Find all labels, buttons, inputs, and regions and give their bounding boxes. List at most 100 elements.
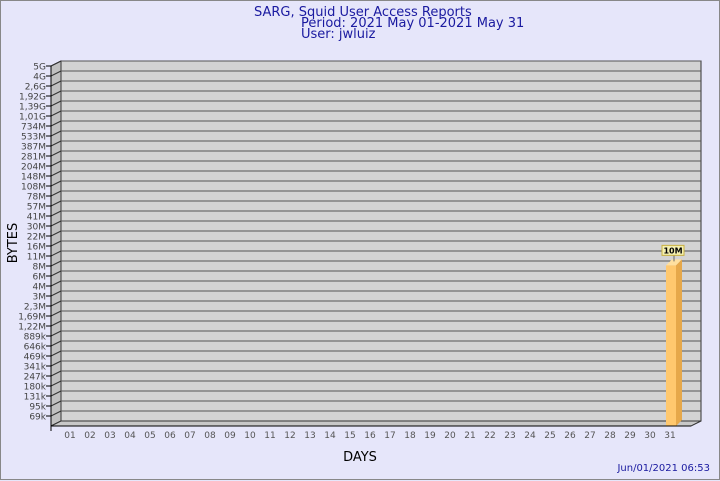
y-tick-label: 2,3M xyxy=(24,303,46,313)
y-tick-label: 131k xyxy=(24,393,47,403)
y-tick-label: 1,39G xyxy=(19,103,46,113)
x-tick-label: 08 xyxy=(204,431,216,441)
gridline-side xyxy=(50,110,62,117)
y-tick-label: 78M xyxy=(27,193,46,203)
gridline-side xyxy=(50,380,62,387)
gridline-side xyxy=(50,80,62,87)
x-tick-label: 21 xyxy=(464,431,475,441)
x-tick-label: 29 xyxy=(624,431,636,441)
x-tick-label: 23 xyxy=(504,431,515,441)
gridline-side xyxy=(50,200,62,207)
x-tick-label: 31 xyxy=(664,431,675,441)
y-tick-label: 533M xyxy=(21,133,46,143)
y-tick-label: 4M xyxy=(33,283,47,293)
gridline-side xyxy=(50,280,62,287)
plot-floor xyxy=(50,420,702,427)
gridline-side xyxy=(50,310,62,317)
gridline-side xyxy=(50,360,62,367)
gridline-side xyxy=(50,300,62,307)
x-tick-label: 30 xyxy=(644,431,656,441)
x-tick-label: 16 xyxy=(364,431,376,441)
x-tick-label: 07 xyxy=(184,431,195,441)
gridline-side xyxy=(50,410,62,417)
gridline-side xyxy=(50,220,62,227)
x-tick-label: 27 xyxy=(584,431,595,441)
y-tick-label: 16M xyxy=(27,243,46,253)
gridline-side xyxy=(50,100,62,107)
y-tick-label: 8M xyxy=(33,263,47,273)
x-tick-label: 13 xyxy=(304,431,315,441)
gridline-side xyxy=(50,210,62,217)
chart-period: Period: 2021 May 01-2021 May 31 xyxy=(301,16,525,31)
x-tick-label: 10 xyxy=(244,431,256,441)
x-tick-label: 15 xyxy=(344,431,355,441)
y-tick-label: 5G xyxy=(33,63,46,73)
gridline-side xyxy=(50,390,62,397)
x-tick-label: 01 xyxy=(64,431,75,441)
data-label-box xyxy=(661,244,685,256)
x-tick-label: 09 xyxy=(224,431,236,441)
x-axis-label: DAYS xyxy=(343,450,377,465)
gridline-side xyxy=(50,270,62,277)
y-tick-label: 1,22M xyxy=(18,323,46,333)
y-tick-label: 281M xyxy=(21,153,46,163)
bar-day-31 xyxy=(666,265,676,426)
x-tick-label: 05 xyxy=(144,431,155,441)
gridline-side xyxy=(50,230,62,237)
x-tick-label: 28 xyxy=(604,431,616,441)
chart-title: SARG, Squid User Access Reports xyxy=(254,5,472,20)
y-tick-label: 341k xyxy=(24,363,47,373)
bar-side xyxy=(676,259,682,426)
gridline-side xyxy=(50,350,62,357)
x-tick-label: 17 xyxy=(384,431,395,441)
y-tick-label: 180k xyxy=(24,383,47,393)
y-tick-label: 22M xyxy=(27,233,46,243)
y-tick-label: 247k xyxy=(24,373,47,383)
gridline-side xyxy=(50,320,62,327)
y-tick-label: 30M xyxy=(27,223,46,233)
y-tick-label: 95k xyxy=(29,403,46,413)
y-tick-label: 69k xyxy=(29,413,46,423)
y-tick-label: 6M xyxy=(33,273,47,283)
gridline-side xyxy=(50,150,62,157)
gridline-side xyxy=(50,240,62,247)
x-tick-label: 14 xyxy=(324,431,336,441)
gridline-side xyxy=(50,290,62,297)
gridline-side xyxy=(50,120,62,127)
gridline-side xyxy=(50,330,62,337)
y-tick-label: 889k xyxy=(24,333,47,343)
y-tick-label: 1,69M xyxy=(18,313,46,323)
gridline-side xyxy=(50,340,62,347)
x-tick-label: 26 xyxy=(564,431,576,441)
chart-user: User: jwluiz xyxy=(301,27,376,42)
y-tick-label: 4G xyxy=(33,73,46,83)
gridline-side xyxy=(50,190,62,197)
x-tick-label: 04 xyxy=(124,431,136,441)
y-tick-label: 2,6G xyxy=(25,83,46,93)
y-tick-label: 108M xyxy=(21,183,46,193)
y-axis-label: BYTES xyxy=(6,223,21,264)
y-tick-label: 469k xyxy=(24,353,47,363)
gridline-side xyxy=(50,250,62,257)
bar-top xyxy=(666,259,682,266)
gridline-side xyxy=(50,60,62,67)
gridline-side xyxy=(50,400,62,407)
y-tick-label: 1,92G xyxy=(19,93,46,103)
y-tick-label: 204M xyxy=(21,163,46,173)
gridline-side xyxy=(50,170,62,177)
y-tick-label: 646k xyxy=(24,343,47,353)
x-tick-label: 24 xyxy=(524,431,536,441)
x-tick-label: 06 xyxy=(164,431,176,441)
x-tick-label: 11 xyxy=(264,431,275,441)
gridline-side xyxy=(50,180,62,187)
timestamp: Jun/01/2021 06:53 xyxy=(616,463,710,474)
gridline-side xyxy=(50,370,62,377)
y-tick-label: 387M xyxy=(21,143,46,153)
gridline-side xyxy=(50,130,62,137)
x-tick-label: 22 xyxy=(484,431,495,441)
x-tick-label: 19 xyxy=(424,431,436,441)
x-tick-label: 18 xyxy=(404,431,416,441)
y-tick-label: 11M xyxy=(27,253,46,263)
